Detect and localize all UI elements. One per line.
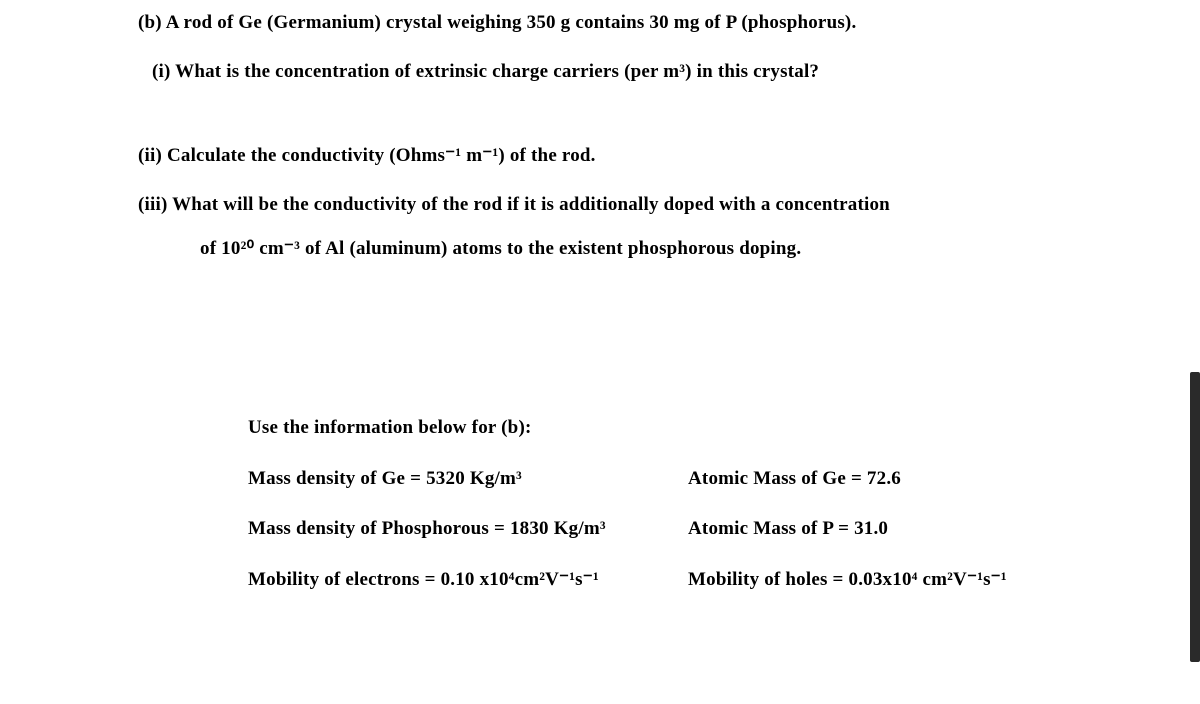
question-b-intro: (b) A rod of Ge (Germanium) crystal weig…	[138, 10, 1200, 37]
atomic-mass-ge: Atomic Mass of Ge = 72.6	[688, 466, 901, 493]
info-row-1: Mass density of Ge = 5320 Kg/m³ Atomic M…	[248, 466, 1200, 493]
mobility-holes: Mobility of holes = 0.03x10⁴ cm²V⁻¹s⁻¹	[688, 567, 1007, 594]
document-content: (b) A rod of Ge (Germanium) crystal weig…	[0, 0, 1200, 593]
atomic-mass-p: Atomic Mass of P = 31.0	[688, 516, 888, 543]
question-part-i: (i) What is the concentration of extrins…	[152, 59, 1200, 86]
mobility-electrons: Mobility of electrons = 0.10 x10⁴cm²V⁻¹s…	[248, 567, 688, 594]
question-part-ii: (ii) Calculate the conductivity (Ohms⁻¹ …	[138, 143, 1200, 170]
info-block: Use the information below for (b): Mass …	[248, 415, 1200, 593]
mass-density-ge: Mass density of Ge = 5320 Kg/m³	[248, 466, 688, 493]
mass-density-p: Mass density of Phosphorous = 1830 Kg/m³	[248, 516, 688, 543]
info-header: Use the information below for (b):	[248, 415, 1200, 442]
question-part-iii-line2: of 10²⁰ cm⁻³ of Al (aluminum) atoms to t…	[200, 236, 1200, 263]
info-row-2: Mass density of Phosphorous = 1830 Kg/m³…	[248, 516, 1200, 543]
scrollbar-thumb[interactable]	[1190, 372, 1200, 662]
info-row-3: Mobility of electrons = 0.10 x10⁴cm²V⁻¹s…	[248, 567, 1200, 594]
question-part-iii-line1: (iii) What will be the conductivity of t…	[138, 192, 1200, 219]
